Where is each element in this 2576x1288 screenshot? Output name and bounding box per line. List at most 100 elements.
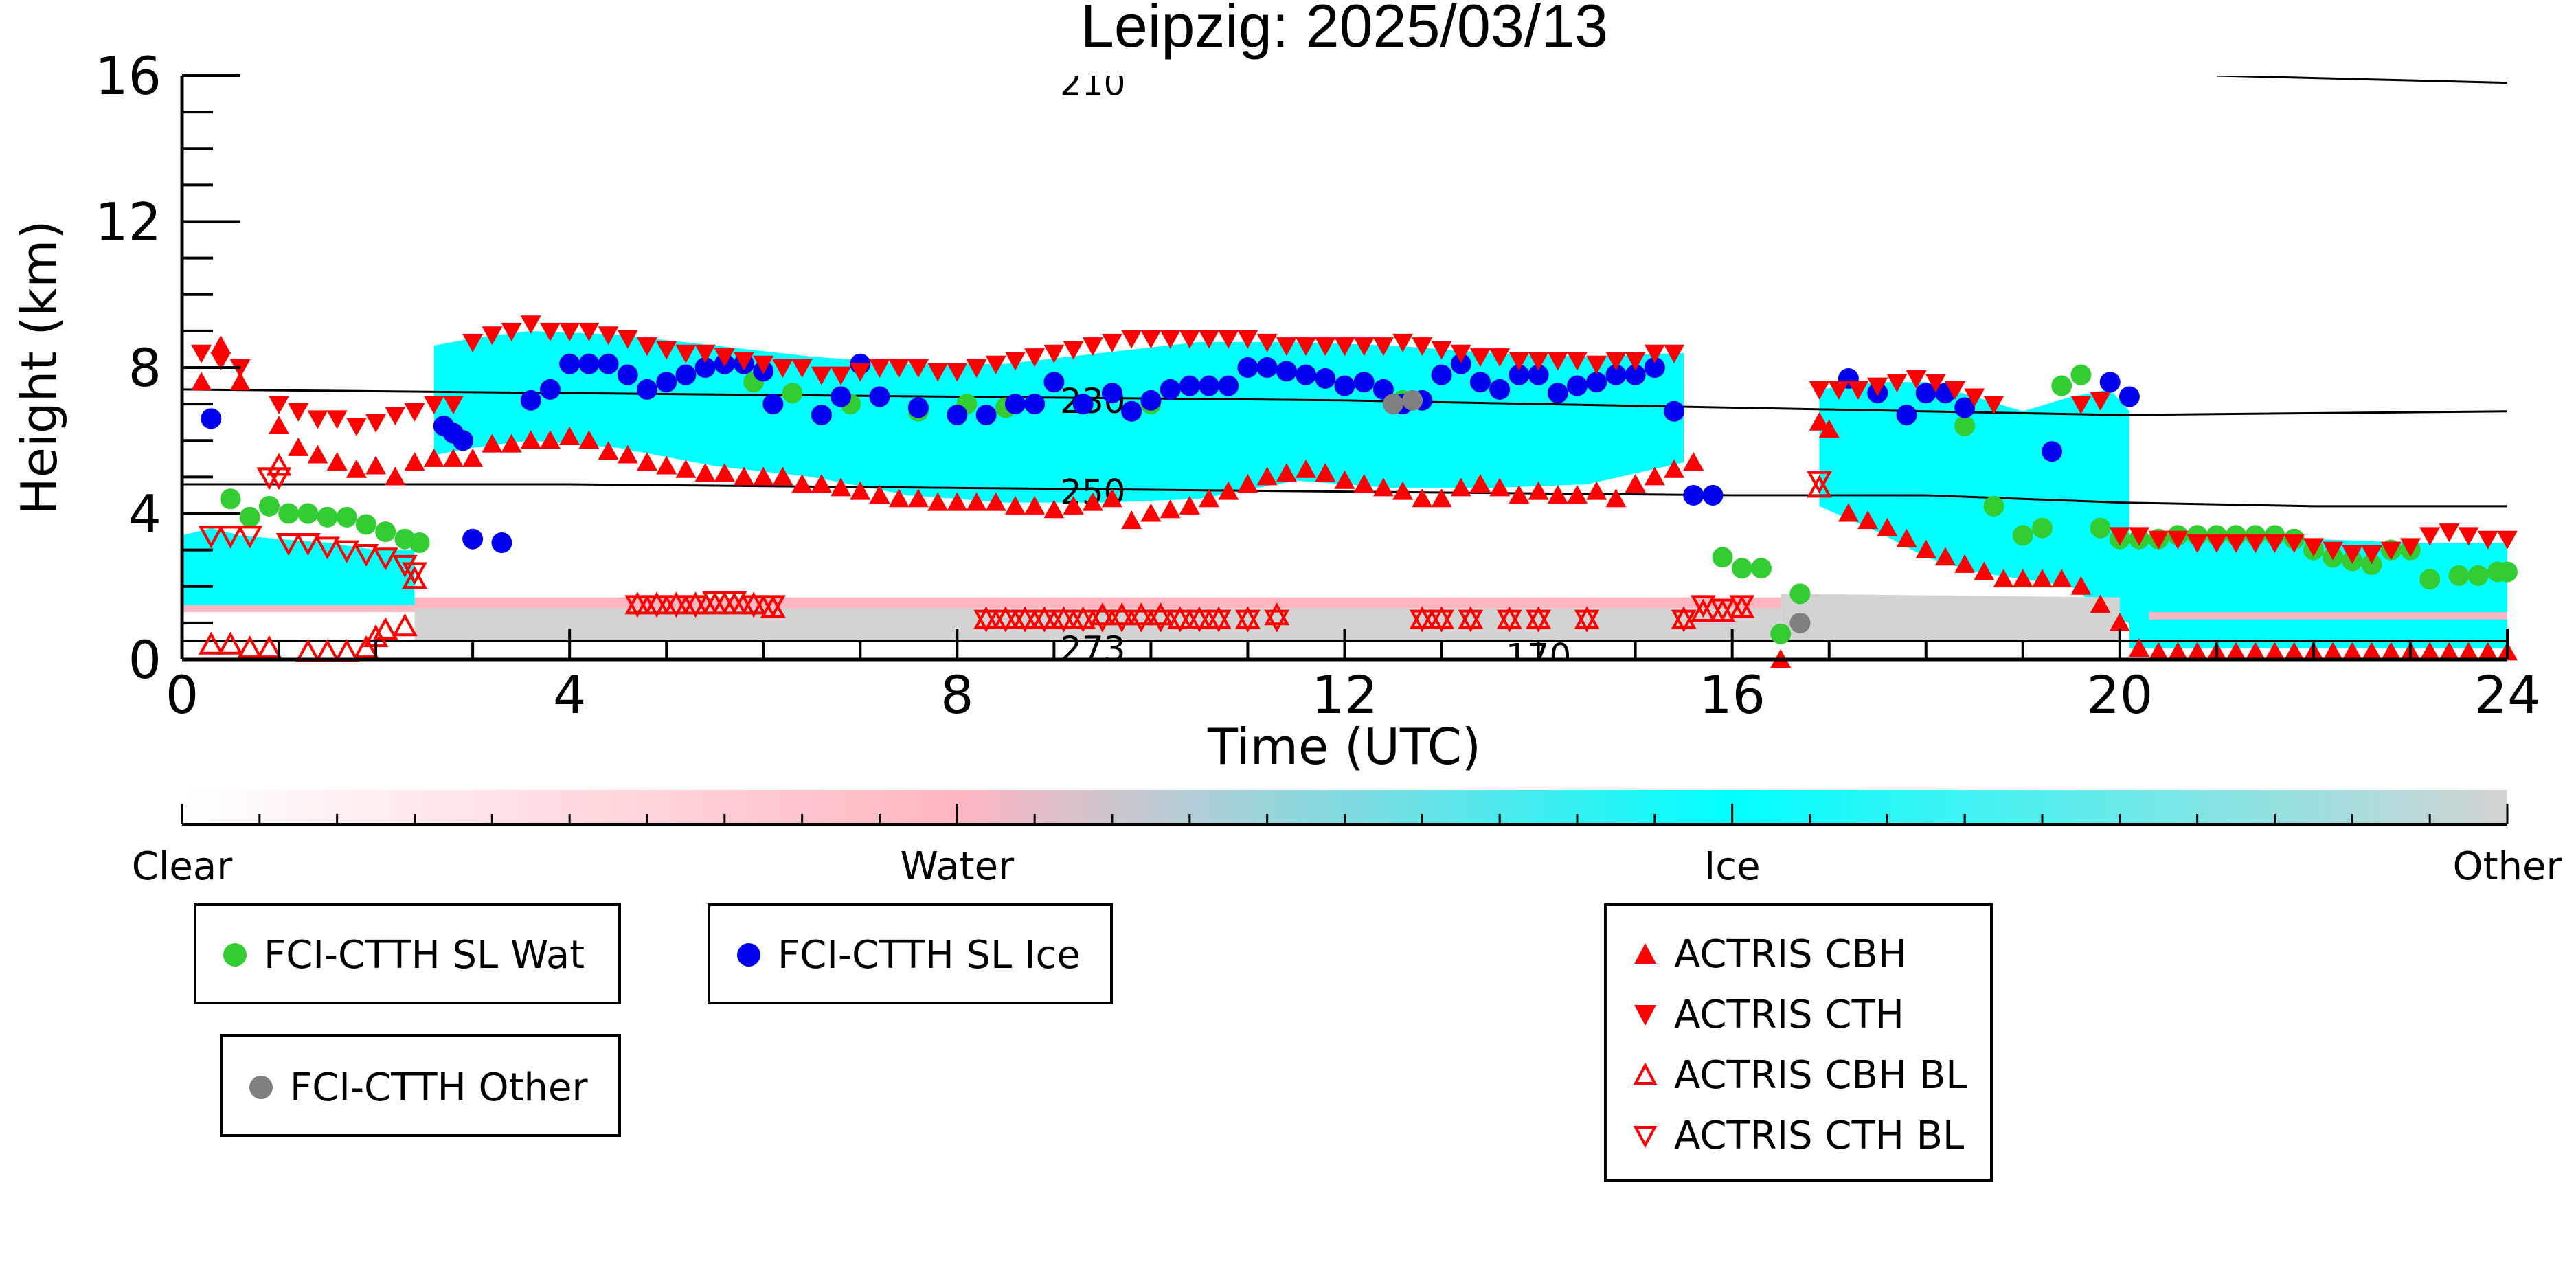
- actris-cth-bl-point: [1729, 595, 1755, 618]
- actris-cth-bl-point: [702, 591, 728, 615]
- actris-cth-point: [578, 322, 600, 341]
- actris-cbh-point: [1838, 503, 1859, 522]
- actris-cbh-point: [482, 433, 503, 453]
- actris-cbh-point: [1974, 561, 1995, 580]
- actris-cbh-point: [1644, 466, 1665, 486]
- fci-ctth-sl-ice-point: [831, 386, 852, 407]
- actris-cbh-bl-point: [1264, 602, 1290, 626]
- actris-cbh-point: [791, 474, 813, 493]
- actris-cbh-point: [539, 430, 561, 449]
- actris-cbh-bl-point: [1089, 602, 1116, 626]
- actris-cth-point: [1256, 333, 1278, 352]
- actris-cth-point: [1450, 344, 1471, 363]
- actris-cth-point: [2129, 527, 2150, 546]
- actris-cth-point: [2361, 545, 2382, 564]
- actris-cbh-point: [2090, 594, 2111, 613]
- actris-cth-bl-point: [392, 554, 418, 578]
- actris-cth-point: [617, 330, 638, 349]
- actris-cth-point: [927, 363, 949, 382]
- actris-cth-point: [1024, 348, 1046, 368]
- actris-cth-point: [1567, 352, 1588, 371]
- actris-cbh-point: [1469, 474, 1491, 493]
- actris-cbh-point: [1199, 488, 1220, 508]
- fci-ctth-sl-wat-point: [2032, 517, 2053, 539]
- actris-cth-point: [2206, 534, 2227, 553]
- actris-cbh-point: [210, 335, 231, 354]
- actris-cth-point: [2477, 530, 2498, 550]
- actris-cth-point: [1296, 337, 1317, 357]
- legend-label-cbh: ACTRIS CBH: [1674, 931, 1908, 977]
- actris-cth-point: [326, 410, 348, 429]
- actris-cth-point: [1004, 352, 1026, 371]
- fci-ctth-sl-ice-point: [598, 353, 619, 374]
- fci-ctth-sl-ice-point: [578, 353, 600, 374]
- actris-cbh-point: [2380, 642, 2402, 661]
- filled-triangle-up-icon: [1634, 943, 1656, 964]
- legend-actris-box: ACTRIS CBH ACTRIS CTH ACTRIS CBH BL ACTR…: [1604, 903, 1993, 1182]
- actris-cth-point: [1140, 330, 1162, 349]
- actris-cth-point: [2439, 523, 2460, 543]
- actris-cth-point: [2303, 538, 2324, 557]
- actris-cbh-point: [2187, 642, 2208, 661]
- fci-ctth-sl-ice-point: [1915, 383, 1936, 404]
- fci-ctth-sl-ice-point: [1160, 379, 1181, 400]
- actris-cbh-point: [1218, 481, 1239, 500]
- actris-cbh-point: [229, 372, 251, 391]
- actris-cbh-point: [1809, 411, 1830, 431]
- actris-cbh-bl-point: [1109, 602, 1135, 626]
- actris-cbh-point: [288, 437, 309, 456]
- actris-cth-point: [2070, 396, 2092, 415]
- gray-circle-icon: [249, 1076, 273, 1099]
- actris-cth-point: [1547, 352, 1568, 371]
- actris-cbh-point: [559, 426, 580, 445]
- actris-cbh-point: [831, 477, 852, 497]
- actris-cth-point: [559, 322, 580, 341]
- colorbar-label-clear: Clear: [132, 844, 233, 889]
- actris-cth-bl-point: [1264, 609, 1290, 633]
- actris-cth-point: [1179, 330, 1200, 349]
- legend-other-box: FCI-CTTH Other: [220, 1034, 621, 1137]
- actris-cth-point: [2323, 541, 2344, 561]
- actris-cbh-point: [850, 481, 871, 500]
- actris-cbh-point: [966, 492, 987, 511]
- fci-ctth-sl-ice-point: [1315, 368, 1336, 389]
- actris-cth-point: [1102, 333, 1122, 352]
- actris-cth-point: [346, 418, 367, 436]
- actris-cbh-point: [714, 463, 735, 482]
- actris-cth-point: [753, 355, 774, 374]
- fci-ctth-sl-ice-point: [637, 379, 657, 400]
- fci-ctth-sl-ice-point: [617, 364, 638, 385]
- actris-cth-bl-point: [1128, 609, 1154, 633]
- actris-cth-point: [714, 348, 735, 368]
- fci-ctth-sl-ice-point: [762, 394, 784, 415]
- actris-cth-point: [1848, 381, 1869, 400]
- fci-ctth-sl-wat-point: [375, 521, 396, 543]
- actris-cbh-point: [578, 430, 600, 449]
- actris-cth-point: [1043, 344, 1065, 363]
- actris-cbh-point: [2283, 642, 2305, 661]
- actris-cth-bl-point: [721, 591, 747, 615]
- actris-cth-point: [1886, 374, 1908, 393]
- fci-ctth-sl-ice-point: [539, 379, 561, 400]
- actris-cbh-point: [1237, 474, 1258, 493]
- actris-cbh-point: [1934, 547, 1956, 566]
- actris-cth-bl-point: [402, 562, 427, 585]
- actris-cth-bl-point: [1206, 609, 1232, 633]
- class-region-ice-1: [433, 330, 1684, 503]
- fci-ctth-sl-ice-point: [1702, 484, 1724, 506]
- actris-cth-point: [539, 322, 561, 341]
- legend-item-cth: ACTRIS CTH: [1607, 984, 1990, 1045]
- legend-label-cbh-bl: ACTRIS CBH BL: [1674, 1052, 1967, 1098]
- actris-cth-point: [2245, 534, 2266, 553]
- actris-cbh-point: [2129, 638, 2150, 657]
- fci-ctth-sl-ice-point: [1605, 364, 1627, 385]
- actris-cbh-point: [307, 444, 328, 464]
- fci-ctth-sl-wat-point: [2497, 561, 2518, 583]
- actris-cbh-point: [2458, 642, 2479, 661]
- actris-cbh-bl-point: [1807, 475, 1833, 498]
- x-tick-label: 20: [2086, 664, 2153, 725]
- actris-cth-bl-point: [683, 595, 708, 618]
- actris-cbh-point: [2148, 642, 2169, 661]
- actris-cbh-point: [346, 459, 367, 478]
- actris-cbh-bl-point: [237, 635, 263, 659]
